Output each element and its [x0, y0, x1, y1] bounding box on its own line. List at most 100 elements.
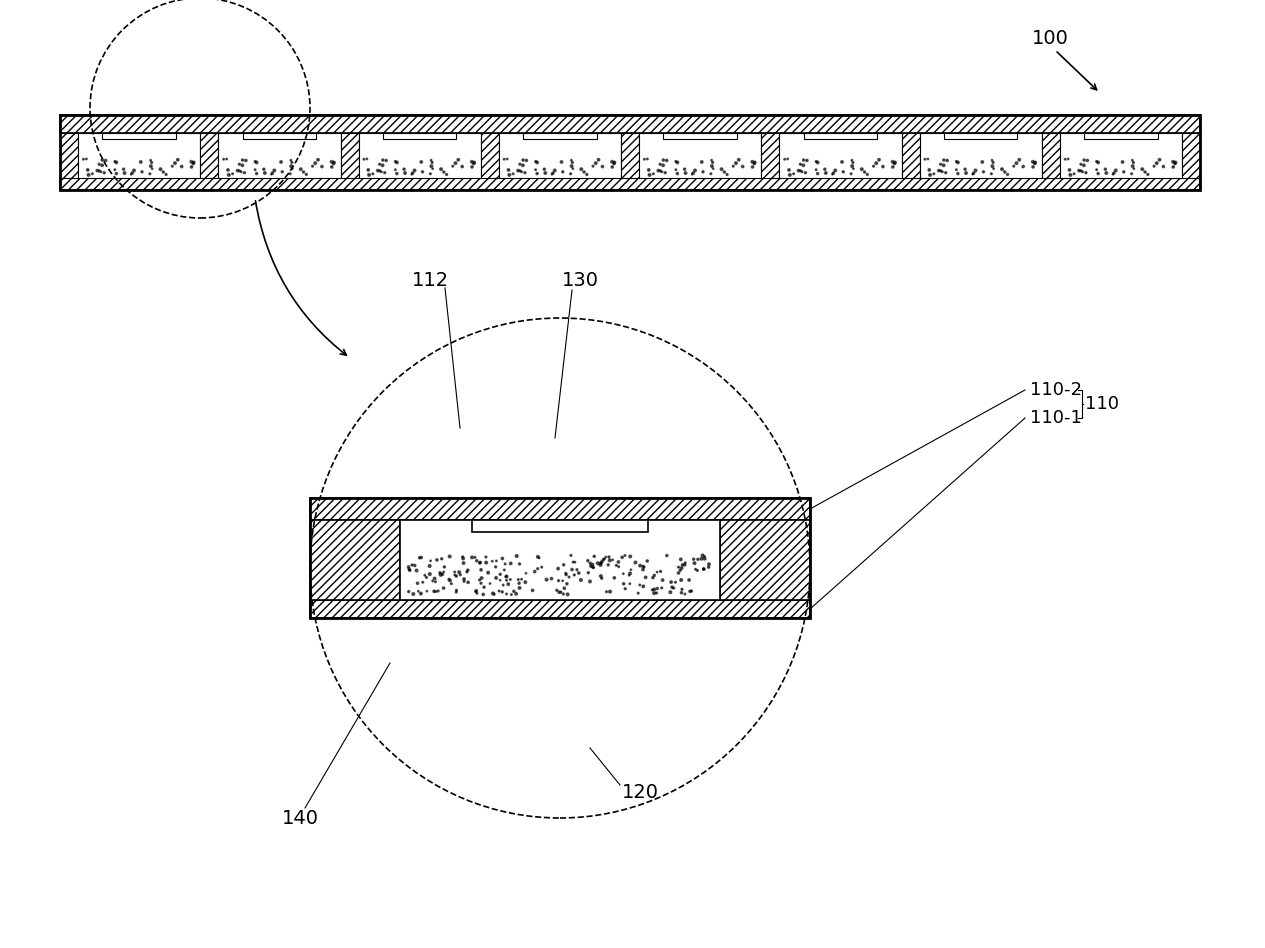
Point — [1069, 163, 1089, 178]
Point — [1163, 155, 1183, 170]
Bar — [481, 133, 498, 178]
Text: 110: 110 — [1085, 395, 1120, 413]
Point — [405, 558, 425, 574]
Point — [608, 559, 629, 574]
Point — [482, 554, 502, 569]
Point — [583, 158, 603, 173]
Bar — [59, 115, 1200, 133]
Point — [692, 551, 712, 566]
Point — [471, 575, 491, 591]
Point — [522, 583, 543, 598]
Point — [462, 550, 482, 565]
Point — [646, 585, 667, 600]
Point — [593, 552, 614, 567]
Point — [698, 556, 719, 572]
Point — [743, 155, 763, 170]
Point — [615, 548, 635, 563]
Point — [684, 556, 705, 571]
Point — [571, 573, 591, 588]
Point — [264, 163, 285, 178]
Point — [983, 155, 1003, 170]
Point — [588, 152, 608, 167]
Point — [602, 553, 622, 568]
Point — [541, 167, 562, 182]
Point — [553, 164, 573, 179]
Point — [140, 153, 161, 168]
Point — [447, 569, 467, 584]
Point — [923, 166, 944, 181]
Point — [639, 162, 659, 177]
Point — [867, 155, 887, 171]
Point — [692, 548, 712, 563]
Bar — [310, 600, 810, 618]
Point — [552, 155, 572, 170]
Point — [586, 155, 606, 171]
Point — [918, 152, 939, 167]
Point — [598, 550, 619, 565]
Bar — [400, 520, 720, 600]
Point — [554, 580, 574, 595]
Point — [130, 155, 151, 170]
Point — [280, 166, 300, 181]
Point — [686, 561, 706, 576]
Point — [791, 156, 811, 172]
Point — [510, 580, 530, 595]
Point — [915, 152, 935, 167]
Point — [462, 159, 482, 174]
Point — [653, 153, 673, 168]
Point — [672, 560, 692, 575]
Point — [629, 586, 649, 601]
Point — [665, 162, 686, 177]
Point — [679, 573, 700, 588]
Point — [632, 562, 653, 577]
Point — [858, 167, 878, 182]
Point — [471, 555, 491, 570]
Point — [703, 161, 724, 176]
Point — [644, 568, 664, 583]
Point — [291, 161, 311, 176]
Point — [448, 152, 468, 167]
Point — [670, 552, 691, 567]
Point — [670, 563, 691, 578]
Bar — [59, 178, 1200, 190]
Point — [529, 550, 549, 565]
Point — [1097, 166, 1117, 181]
Point — [591, 569, 611, 584]
Point — [235, 153, 256, 168]
Point — [324, 155, 344, 170]
Point — [591, 556, 611, 571]
Point — [428, 583, 448, 598]
Point — [583, 559, 603, 574]
Point — [796, 165, 816, 180]
Point — [581, 558, 601, 574]
Point — [1144, 158, 1164, 173]
Point — [648, 581, 668, 596]
Point — [657, 153, 677, 168]
Point — [515, 574, 535, 590]
Point — [947, 155, 968, 170]
Point — [464, 155, 484, 171]
Point — [578, 565, 598, 580]
Point — [638, 152, 658, 167]
Point — [425, 571, 445, 586]
Point — [1112, 155, 1132, 170]
Point — [603, 155, 624, 171]
Point — [582, 557, 602, 573]
Point — [724, 158, 744, 173]
Point — [614, 566, 634, 581]
Point — [602, 159, 622, 174]
Point — [406, 563, 426, 578]
Point — [592, 159, 612, 174]
Point — [490, 583, 510, 598]
Point — [528, 155, 548, 170]
Point — [229, 156, 249, 172]
Point — [421, 153, 441, 168]
Point — [1113, 164, 1133, 179]
Point — [496, 569, 516, 584]
Point — [78, 168, 99, 183]
Point — [490, 573, 510, 588]
Point — [436, 167, 457, 182]
Point — [692, 155, 712, 170]
Point — [496, 587, 516, 602]
Point — [605, 155, 625, 170]
